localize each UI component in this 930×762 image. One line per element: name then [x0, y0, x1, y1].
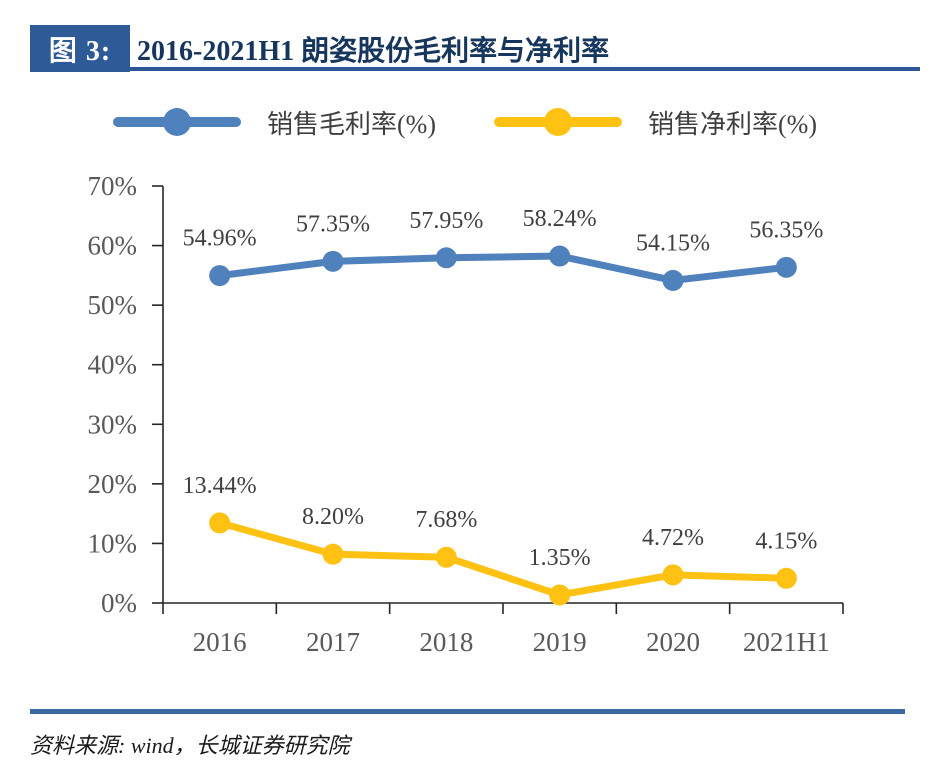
net-margin-line-marker-icon — [494, 108, 622, 136]
y-axis-label: 10% — [88, 528, 138, 558]
series-0-line — [216, 252, 790, 284]
series-1-point — [662, 564, 684, 586]
footer-divider — [30, 709, 905, 714]
series-0-point — [435, 247, 457, 269]
source-note: 资料来源: wind，长城证券研究院 — [30, 733, 350, 758]
series-1-data-label: 8.20% — [302, 504, 364, 530]
series-0-point — [662, 269, 684, 291]
y-axis-label: 30% — [88, 409, 138, 439]
legend-label-net-margin: 销售净利率(%) — [648, 109, 817, 139]
y-axis-label: 60% — [88, 231, 138, 261]
series-0-data-label: 54.96% — [183, 226, 257, 252]
series-1-point — [322, 543, 344, 565]
chart-legend: 销售毛利率(%) 销售净利率(%) — [0, 100, 930, 144]
series-1-data-label: 7.68% — [415, 507, 477, 533]
series-1-data-label: 4.72% — [642, 525, 704, 551]
series-1-point — [209, 512, 231, 534]
x-axis-label: 2020 — [646, 627, 700, 657]
y-axis-label: 0% — [101, 588, 137, 618]
title-underline — [130, 67, 920, 71]
series-1-data-label: 4.15% — [755, 528, 817, 554]
series-0-point — [209, 265, 231, 287]
x-axis-label: 2021H1 — [743, 627, 830, 657]
y-axis-label: 40% — [88, 350, 138, 380]
series-0-data-label: 57.35% — [296, 211, 370, 237]
y-axis-label: 20% — [88, 469, 138, 499]
x-axis-label: 2017 — [306, 627, 360, 657]
series-1-line — [216, 519, 790, 599]
series-1-data-label: 1.35% — [529, 545, 591, 571]
legend-item-net-margin[interactable]: 销售净利率(%) — [494, 104, 817, 141]
series-0-point — [775, 256, 797, 278]
series-0-data-label: 54.15% — [636, 230, 710, 256]
x-axis-label: 2016 — [193, 627, 247, 657]
series-1-data-label: 13.44% — [183, 473, 257, 499]
x-axis-label: 2018 — [419, 627, 473, 657]
series-0-data-label: 56.35% — [749, 217, 823, 243]
series-0-point — [322, 250, 344, 272]
y-axis-label: 70% — [88, 171, 138, 201]
series-0-point — [549, 245, 571, 267]
series-1-point — [549, 584, 571, 606]
figure-title: 2016-2021H1 朗姿股份毛利率与净利率 — [137, 35, 610, 67]
gross-margin-line-marker-icon — [113, 108, 242, 136]
figure-number-badge: 图 3: — [30, 25, 130, 72]
series-0-data-label: 57.95% — [409, 208, 483, 234]
legend-label-gross-margin: 销售毛利率(%) — [267, 109, 436, 139]
y-axis-label: 50% — [88, 290, 138, 320]
legend-item-gross-margin[interactable]: 销售毛利率(%) — [113, 104, 436, 141]
series-1-point — [775, 567, 797, 589]
series-0-data-label: 58.24% — [523, 206, 597, 232]
x-axis-label: 2019 — [533, 627, 587, 657]
series-1-point — [435, 546, 457, 568]
